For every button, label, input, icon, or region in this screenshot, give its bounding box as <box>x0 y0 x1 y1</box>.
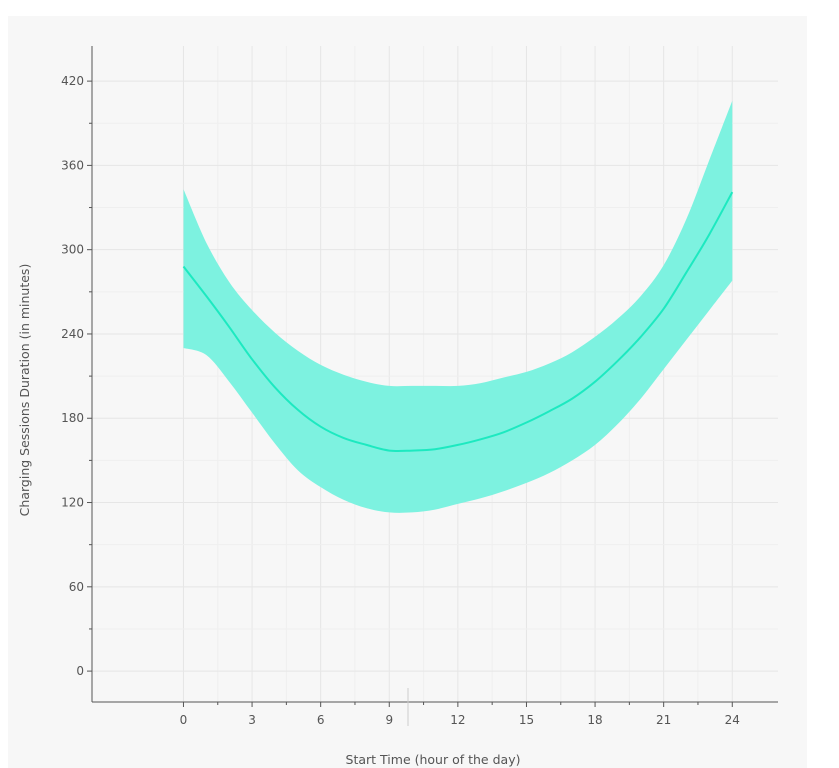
y-tick-label: 300 <box>61 243 84 257</box>
x-tick-label: 18 <box>587 713 602 727</box>
x-tick-label: 6 <box>317 713 325 727</box>
y-tick-label: 360 <box>61 158 84 172</box>
x-tick-label: 9 <box>385 713 393 727</box>
x-axis-title: Start Time (hour of the day) <box>346 752 521 767</box>
grid <box>92 46 778 702</box>
x-tick-label: 12 <box>450 713 465 727</box>
trend-line-layer <box>182 191 734 453</box>
axes: 0 60 120 180 240 300 360 420 0 3 6 9 12 15 18 21 24 <box>61 46 778 727</box>
y-tick-label: 60 <box>69 580 84 594</box>
confidence-band <box>183 100 733 513</box>
y-tick-label: 240 <box>61 327 84 341</box>
x-tick-label: 3 <box>248 713 256 727</box>
y-tick-label: 420 <box>61 74 84 88</box>
y-tick-label: 0 <box>76 664 84 678</box>
x-tick-label: 21 <box>656 713 671 727</box>
trend-line <box>182 191 734 453</box>
y-tick-label: 180 <box>61 411 84 425</box>
y-axis-title: Charging Sessions Duration (in minutes) <box>17 264 32 517</box>
x-tick-label: 15 <box>519 713 534 727</box>
x-tick-label: 0 <box>180 713 188 727</box>
y-tick-label: 120 <box>61 496 84 510</box>
confidence-band-layer <box>183 100 733 513</box>
x-tick-label: 24 <box>725 713 740 727</box>
